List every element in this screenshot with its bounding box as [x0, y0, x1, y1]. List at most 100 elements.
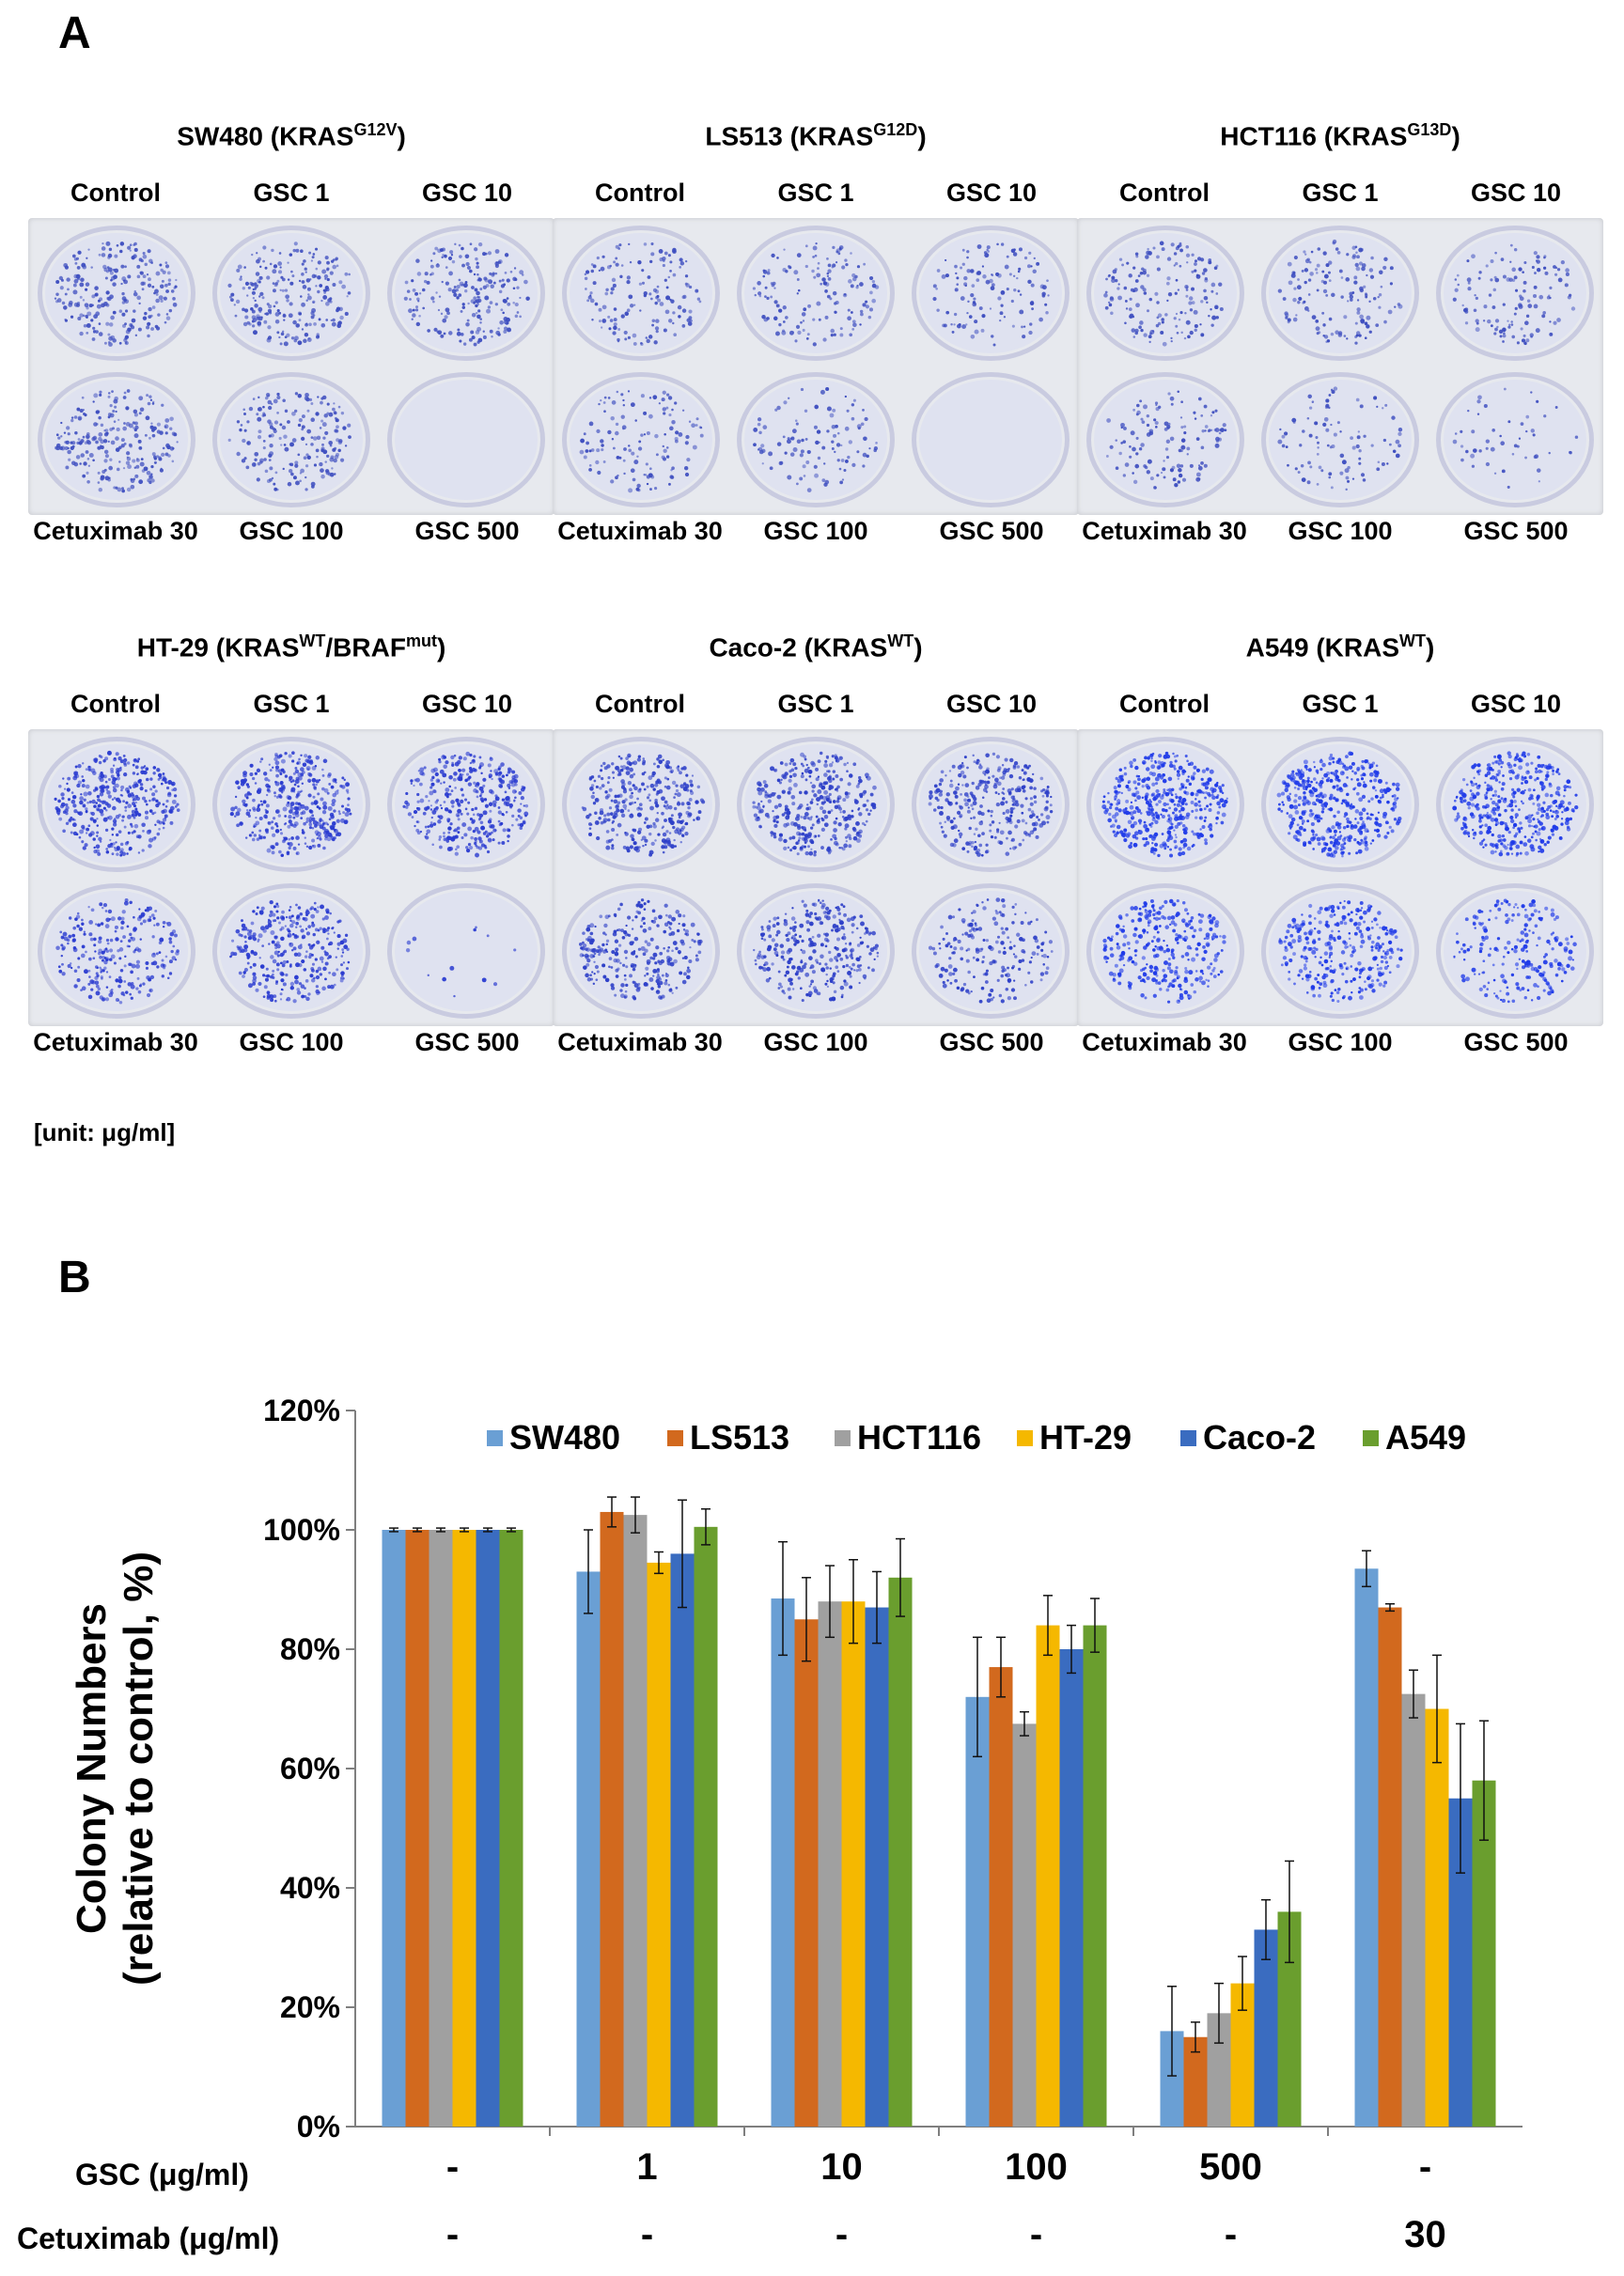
colony: [612, 331, 617, 335]
colony: [65, 805, 70, 810]
plate-bottom-labels: Cetuximab 30 GSC 100 GSC 500: [28, 517, 554, 551]
colony: [143, 466, 148, 472]
colony: [139, 983, 143, 986]
colony: [668, 804, 673, 810]
colony: [588, 467, 592, 472]
colony: [960, 296, 965, 301]
colony: [473, 273, 476, 276]
colony: [1483, 304, 1488, 309]
colony: [1369, 274, 1375, 279]
colony: [278, 787, 284, 792]
colony: [251, 253, 254, 257]
colony: [594, 820, 600, 825]
colony: [505, 810, 508, 814]
colony: [1215, 316, 1219, 320]
colony: [622, 403, 626, 407]
colony: [312, 300, 316, 304]
colony: [469, 818, 473, 821]
colony: [289, 302, 293, 306]
colony: [1138, 447, 1143, 451]
colony: [72, 926, 77, 930]
colony: [662, 832, 667, 837]
colony: [296, 760, 301, 765]
colony: [754, 293, 757, 297]
colony: [806, 766, 810, 770]
colony: [315, 267, 319, 271]
colony: [801, 825, 804, 830]
colony: [1317, 247, 1321, 251]
colony: [667, 275, 671, 279]
colony: [1475, 296, 1478, 300]
colony: [307, 992, 311, 996]
colony: [1330, 486, 1334, 490]
colony: [316, 435, 321, 441]
colony: [1316, 482, 1320, 486]
colony: [758, 449, 764, 455]
colony: [1297, 301, 1301, 304]
colony: [611, 400, 617, 405]
colony: [501, 798, 506, 802]
colony: [1139, 271, 1144, 275]
colony: [1323, 273, 1329, 279]
colony: [133, 243, 135, 246]
colony: [283, 836, 286, 839]
colony: [610, 287, 615, 291]
colony: [302, 285, 307, 289]
colony: [436, 799, 439, 803]
colony: [94, 292, 99, 297]
colony: [130, 984, 135, 990]
colony: [319, 973, 323, 976]
colony: [829, 297, 833, 301]
colony: [109, 428, 113, 431]
colony: [166, 921, 172, 927]
colony: [241, 919, 243, 923]
plate-title-part: G13D: [1407, 120, 1452, 139]
colony: [117, 756, 122, 761]
colony: [246, 420, 250, 424]
colony: [617, 755, 621, 758]
colony: [237, 264, 242, 270]
colony: [115, 841, 117, 844]
colony: [72, 803, 77, 808]
colony: [642, 757, 646, 760]
colony: [254, 458, 258, 461]
colony: [313, 800, 319, 805]
colony: [1208, 260, 1212, 265]
colony: [991, 273, 994, 277]
colony: [1105, 277, 1108, 281]
colony: [117, 984, 121, 989]
colony: [845, 262, 849, 267]
colony: [145, 767, 149, 772]
colony: [462, 756, 467, 761]
colony: [838, 467, 842, 471]
colony: [636, 797, 639, 801]
colony: [243, 935, 247, 939]
colony: [115, 937, 119, 942]
colony: [258, 829, 262, 833]
colony: [154, 324, 159, 329]
colony: [1136, 403, 1140, 408]
colony: [165, 799, 169, 803]
colony: [992, 752, 996, 756]
colony: [966, 250, 970, 254]
colony: [126, 852, 129, 855]
colony: [304, 758, 309, 763]
colony: [102, 800, 107, 804]
colony: [111, 827, 115, 831]
colony: [248, 929, 253, 933]
colony: [801, 438, 804, 443]
colony: [513, 800, 516, 803]
colony: [1159, 241, 1164, 246]
colony: [55, 300, 59, 304]
colony: [1185, 288, 1189, 291]
colony: [637, 488, 641, 492]
colony: [136, 916, 142, 922]
colony: [311, 273, 317, 279]
colony: [1538, 294, 1544, 300]
colony: [1331, 292, 1335, 298]
colony: [633, 460, 639, 465]
colony: [412, 313, 416, 318]
colony: [1502, 334, 1507, 338]
panel-a-letter: A: [58, 8, 91, 58]
plate-title-part: ): [397, 121, 406, 151]
